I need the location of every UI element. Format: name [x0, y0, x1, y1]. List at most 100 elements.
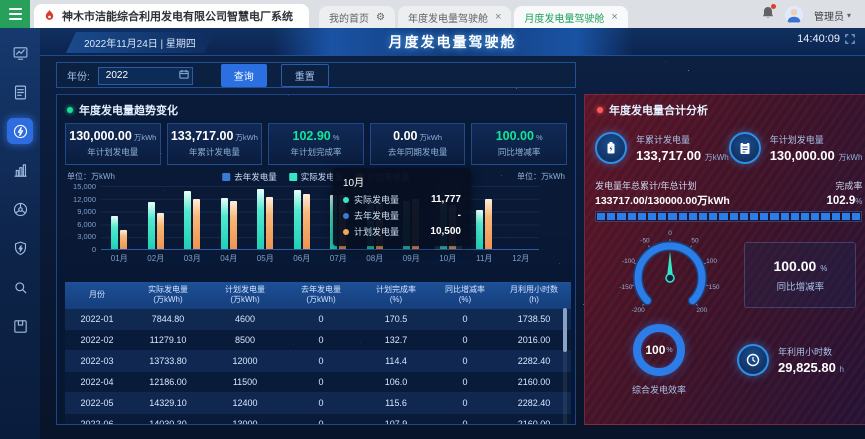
sidebar-item-search-icon[interactable] — [7, 274, 33, 300]
query-button[interactable]: 查询 — [221, 64, 267, 87]
kpi-card-4: 100.00% 同比增减率 — [471, 123, 567, 165]
header-line1: 同比增减率 — [433, 285, 497, 295]
planned-generation-kpi: 年计划发电量 130,000.00 万kWh — [729, 132, 863, 164]
notification-bell-icon[interactable] — [762, 6, 774, 24]
table-cell: 2282.40 — [497, 351, 571, 372]
column-header[interactable]: 实际发电量 (万kWh) — [129, 282, 207, 309]
search-icon — [12, 279, 29, 296]
bar-group-12月[interactable] — [503, 186, 540, 249]
bar-plan — [266, 197, 273, 249]
bar-group-02月[interactable] — [138, 186, 175, 249]
efficiency-donut: 100% — [633, 324, 685, 376]
sidebar-item-report-icon[interactable] — [7, 79, 33, 105]
column-header[interactable]: 月利用小时数 (h) — [497, 282, 571, 309]
table-row-2022-04[interactable]: 2022-04 12186.00 11500 0 106.0 0 2160.00 — [65, 372, 571, 393]
legend-item[interactable]: 去年发电量 — [222, 171, 277, 183]
table-row-2022-05[interactable]: 2022-05 14329.10 12400 0 115.6 0 2282.40 — [65, 393, 571, 414]
hamburger-menu-button[interactable] — [0, 0, 30, 28]
progress-segment — [801, 213, 809, 220]
progress-segment — [750, 213, 758, 220]
kpi-unit: % — [333, 133, 340, 142]
tab-label: 我的首页 — [329, 10, 369, 25]
table-scrollbar — [563, 308, 567, 425]
kpi-label: 年计划发电量 — [68, 146, 158, 158]
tooltip-series-value: - — [458, 210, 461, 221]
year-input-wrap — [98, 65, 193, 85]
bar-actual — [476, 210, 483, 249]
close-tab-icon[interactable]: × — [611, 12, 617, 23]
bar-group-04月[interactable] — [211, 186, 248, 249]
progress-segment — [811, 213, 819, 220]
calendar-icon[interactable] — [179, 69, 189, 79]
wheel-icon — [12, 201, 29, 218]
bar-group-06月[interactable] — [284, 186, 321, 249]
sidebar-item-wheel-icon[interactable] — [7, 196, 33, 222]
time-value: 14:40:09 — [797, 33, 840, 45]
column-header[interactable]: 月份 — [65, 282, 129, 309]
table-row-2022-06[interactable]: 2022-06 14030.30 13000 0 107.9 0 2160.00 — [65, 414, 571, 425]
bar-actual — [294, 190, 301, 249]
bar-actual — [221, 198, 228, 249]
fullscreen-icon[interactable] — [845, 34, 855, 44]
column-header[interactable]: 同比增减率 (%) — [433, 282, 497, 309]
table-cell: 0 — [283, 393, 359, 414]
browser-tab-0[interactable]: 我的首页 ⚙ — [319, 6, 395, 28]
table-cell: 12000 — [207, 351, 283, 372]
sidebar-item-shield-icon[interactable] — [7, 235, 33, 261]
header-line1: 实际发电量 — [129, 285, 207, 295]
browser-tab-1[interactable]: 年度发电量驾驶舱 × — [398, 6, 511, 28]
right-column: 年度发电量合计分析 年累计发电量 133,717.00 万kWh — [584, 62, 865, 425]
bar-chart-icon — [12, 162, 29, 179]
table-cell: 8500 — [207, 330, 283, 351]
user-menu[interactable]: 管理员 ▾ — [814, 8, 851, 23]
sidebar-item-monitor-chart-icon[interactable] — [7, 40, 33, 66]
table-cell: 12400 — [207, 393, 283, 414]
shield-icon — [12, 240, 29, 257]
trend-panel: 年度发电量趋势变化 130,000.00 万kWh 年计划发电量 133,717.00… — [56, 94, 576, 425]
browser-tab-2[interactable]: 月度发电量驾驶舱 × — [514, 6, 627, 28]
tooltip-row: 去年发电量 - — [343, 209, 461, 222]
column-header[interactable]: 计划发电量 (万kWh) — [207, 282, 283, 309]
bar-group-01月[interactable] — [101, 186, 138, 249]
table-cell: 2282.40 — [497, 393, 571, 414]
close-tab-icon[interactable]: × — [495, 12, 501, 23]
yoy-rate-kpi: 100.00 % 同比增减率 — [744, 242, 856, 308]
table-cell: 2022-01 — [65, 309, 129, 330]
tooltip-title: 10月 — [343, 174, 461, 189]
progress-segment — [689, 213, 697, 220]
gear-icon[interactable]: ⚙ — [376, 12, 385, 23]
table-row-2022-02[interactable]: 2022-02 11279.10 8500 0 132.7 0 2016.00 — [65, 330, 571, 351]
table-cell: 2160.00 — [497, 414, 571, 425]
kpi-value: 0.00 万kWh — [373, 129, 463, 143]
column-header[interactable]: 去年发电量 (万kWh) — [283, 282, 359, 309]
sidebar-item-energy-icon[interactable] — [7, 118, 33, 144]
page-title: 月度发电量驾驶舱 — [273, 28, 633, 56]
progress-label: 发电量年总累计/年总计划 — [595, 179, 697, 192]
x-tick-label: 05月 — [247, 253, 284, 264]
bar-group-05月[interactable] — [247, 186, 284, 249]
tooltip-series-dot-icon — [343, 229, 349, 235]
bar-group-11月[interactable] — [466, 186, 503, 249]
svg-text:-50: -50 — [640, 238, 650, 245]
scrollbar-thumb[interactable] — [563, 308, 567, 352]
table-cell: 107.9 — [359, 414, 433, 425]
sidebar-item-bar-chart-icon[interactable] — [7, 157, 33, 183]
rate-label: 完成率 — [835, 179, 862, 192]
table-cell: 0 — [433, 393, 497, 414]
table-row-2022-01[interactable]: 2022-01 7844.80 4600 0 170.5 0 1738.50 — [65, 309, 571, 330]
bar-group-03月[interactable] — [174, 186, 211, 249]
table-cell: 13000 — [207, 414, 283, 425]
table-row-2022-03[interactable]: 2022-03 13733.80 12000 0 114.4 0 2282.40 — [65, 351, 571, 372]
progress-segment — [658, 213, 666, 220]
column-header[interactable]: 计划完成率 (%) — [359, 282, 433, 309]
y-axis-labels: 15,000 12,000 9,000 6,000 3,000 0 — [65, 182, 96, 254]
bar-actual — [257, 189, 264, 249]
year-label: 年份: — [67, 68, 90, 83]
progress-segment — [781, 213, 789, 220]
progress-segment — [617, 213, 625, 220]
bar-plan — [120, 230, 127, 249]
archive-icon — [12, 318, 29, 335]
sidebar-item-archive-icon[interactable] — [7, 313, 33, 339]
avatar[interactable] — [785, 6, 803, 24]
reset-button[interactable]: 重置 — [281, 64, 329, 87]
